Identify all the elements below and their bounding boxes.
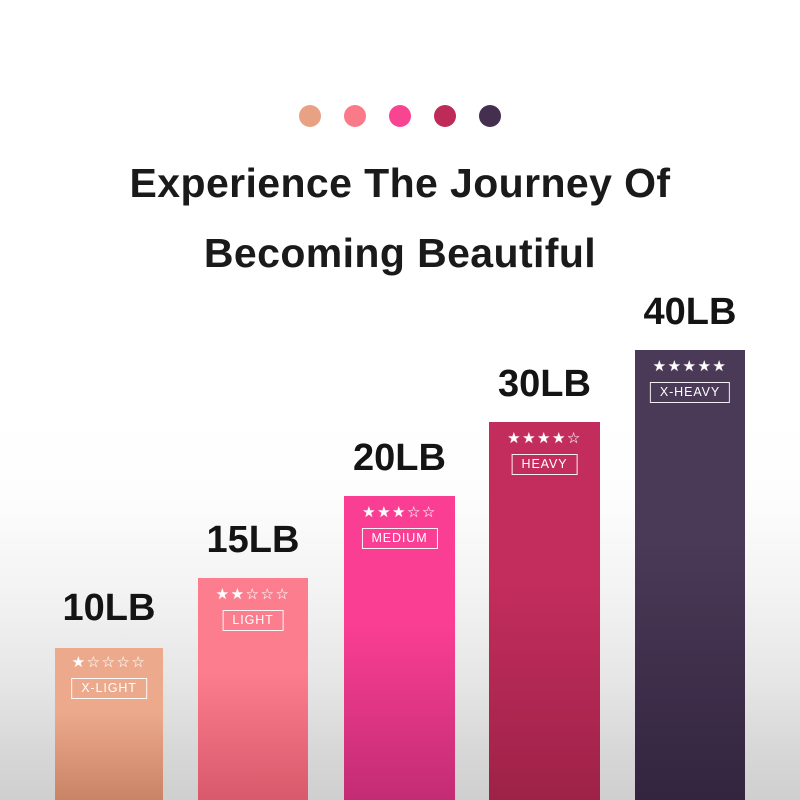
bar-badge-x-light: ★☆☆☆☆ X-LIGHT [71,654,147,699]
bar-group-40lb[interactable]: 40LB ★★★★★ X-HEAVY [635,0,745,800]
star-rating-icon-15lb: ★★☆☆☆ [215,586,291,603]
bar-badge-medium: ★★★☆☆ MEDIUM [361,504,438,549]
bar-badge-light: ★★☆☆☆ LIGHT [216,586,291,631]
color-swatch-row [0,105,800,127]
badge-text-x-light: X-LIGHT [71,678,147,699]
bar-weight-label-40lb: 40LB [643,291,737,333]
bar-15lb[interactable] [198,578,308,800]
dot-1-swatch-icon [299,105,321,127]
badge-text-medium: MEDIUM [361,528,438,549]
bar-weight-label-15lb: 15LB [206,519,300,561]
star-rating-icon-30lb: ★★★★☆ [507,430,582,447]
dot-5-swatch-icon [479,105,501,127]
star-rating-icon-20lb: ★★★☆☆ [362,504,437,521]
page-title-line-1: Experience The Journey Of [129,160,671,206]
bar-group-30lb[interactable]: 30LB ★★★★☆ HEAVY [489,0,600,800]
star-rating-icon-10lb: ★☆☆☆☆ [71,654,147,671]
star-rating-icon-40lb: ★★★★★ [652,358,728,375]
bar-group-15lb[interactable]: 15LB ★★☆☆☆ LIGHT [198,0,308,800]
badge-text-light: LIGHT [222,610,284,631]
bar-badge-x-heavy: ★★★★★ X-HEAVY [649,358,731,403]
bar-40lb[interactable] [635,350,745,800]
bar-10lb[interactable] [55,648,163,800]
bar-badge-heavy: ★★★★☆ HEAVY [507,430,582,475]
bar-20lb[interactable] [344,496,455,800]
dot-3-swatch-icon [389,105,411,127]
bar-30lb[interactable] [489,422,600,800]
page-title-line-2: Becoming Beautiful [203,230,597,276]
bar-group-10lb[interactable]: 10LB ★☆☆☆☆ X-LIGHT [55,0,163,800]
dot-2-swatch-icon [344,105,366,127]
dot-4-swatch-icon [434,105,456,127]
bar-weight-label-20lb: 20LB [353,437,446,479]
bar-weight-label-10lb: 10LB [62,587,156,629]
badge-text-heavy: HEAVY [511,454,578,475]
page-title: Experience The Journey Of Becoming Beaut… [0,148,800,288]
bar-group-20lb[interactable]: 20LB ★★★☆☆ MEDIUM [344,0,455,800]
bar-weight-label-30lb: 30LB [498,363,591,405]
badge-text-x-heavy: X-HEAVY [649,382,731,403]
